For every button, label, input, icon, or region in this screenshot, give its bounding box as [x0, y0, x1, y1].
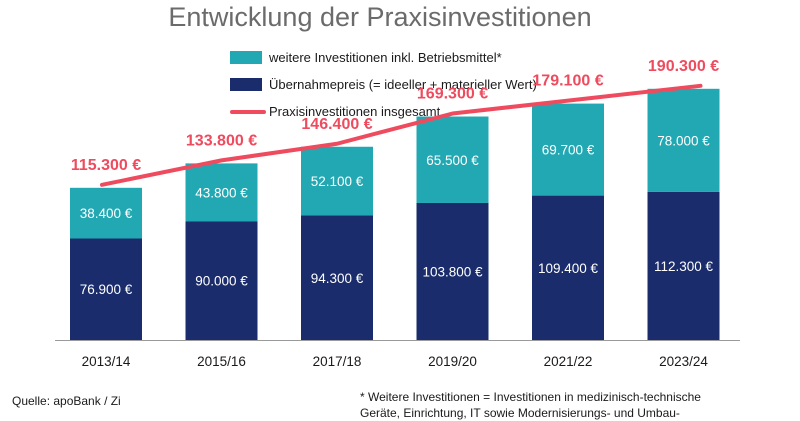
- bar-navy-2015/16: [185, 221, 258, 340]
- legend-swatch-teal: [230, 51, 262, 64]
- bar-teal-2021/22: [532, 103, 604, 196]
- total-label-2021/22: 179.100 €: [532, 73, 603, 90]
- bar-navy-2017/18: [301, 215, 373, 340]
- bar-navy-2023/24: [647, 191, 720, 340]
- bar-navy-2013/14: [70, 238, 142, 340]
- legend-item-line: Praxisinvestitionen insgesamt: [230, 98, 537, 125]
- x-tick-label-2019/20: 2019/20: [428, 354, 477, 369]
- bar-teal-2023/24: [647, 88, 720, 192]
- total-label-2017/18: 146.400 €: [301, 116, 372, 133]
- legend-item-navy: Übernahmepreis (= ideeller + materieller…: [230, 71, 537, 98]
- bar-label-teal-2021/22: 69.700 €: [542, 143, 595, 158]
- footnote-line-1: * Weitere Investitionen = Investitionen …: [360, 390, 701, 404]
- legend-item-teal: weitere Investitionen inkl. Betriebsmitt…: [230, 44, 537, 71]
- footnote: * Weitere Investitionen = Investitionen …: [360, 389, 701, 421]
- bar-label-navy-2019/20: 103.800 €: [422, 264, 483, 279]
- bar-label-teal-2023/24: 78.000 €: [657, 133, 710, 148]
- total-line: [100, 83, 703, 187]
- bar-label-teal-2013/14: 38.400 €: [80, 206, 133, 221]
- total-label-2013/14: 115.300 €: [71, 157, 141, 174]
- x-tick-label-2021/22: 2021/22: [544, 354, 593, 369]
- chart-title: Entwicklung der Praxisinvestitionen: [168, 2, 592, 32]
- bar-label-teal-2015/16: 43.800 €: [195, 185, 248, 200]
- bar-label-navy-2015/16: 90.000 €: [195, 274, 248, 289]
- legend-label-navy: Übernahmepreis (= ideeller + materieller…: [269, 77, 537, 92]
- bar-label-navy-2017/18: 94.300 €: [311, 271, 364, 286]
- bar-label-teal-2019/20: 65.500 €: [426, 153, 479, 168]
- bar-navy-2021/22: [532, 195, 604, 340]
- total-label-2019/20: 169.300 €: [417, 86, 488, 103]
- x-tick-label-2023/24: 2023/24: [659, 354, 708, 369]
- total-label-2023/24: 190.300 €: [648, 58, 719, 75]
- bar-label-teal-2017/18: 52.100 €: [311, 174, 364, 189]
- legend-label-teal: weitere Investitionen inkl. Betriebsmitt…: [269, 50, 502, 65]
- total-label-2015/16: 133.800 €: [186, 132, 257, 149]
- legend-label-line: Praxisinvestitionen insgesamt: [269, 104, 441, 119]
- bar-label-navy-2023/24: 112.300 €: [654, 259, 714, 274]
- bar-teal-2015/16: [185, 163, 258, 222]
- bar-teal-2017/18: [301, 146, 373, 216]
- bar-navy-2019/20: [416, 202, 489, 340]
- bar-teal-2019/20: [416, 116, 489, 203]
- legend-swatch-navy: [230, 78, 262, 91]
- source-note: Quelle: apoBank / Zi: [12, 394, 121, 408]
- bar-label-navy-2021/22: 109.400 €: [538, 261, 599, 276]
- legend-swatch-line: [230, 109, 266, 114]
- x-tick-label-2015/16: 2015/16: [197, 354, 246, 369]
- bar-teal-2013/14: [70, 187, 142, 239]
- x-tick-label-2013/14: 2013/14: [82, 354, 131, 369]
- legend: weitere Investitionen inkl. Betriebsmitt…: [230, 44, 537, 125]
- footnote-line-2: Geräte, Einrichtung, IT sowie Modernisie…: [360, 406, 680, 420]
- bar-label-navy-2013/14: 76.900 €: [80, 282, 133, 297]
- x-tick-label-2017/18: 2017/18: [313, 354, 362, 369]
